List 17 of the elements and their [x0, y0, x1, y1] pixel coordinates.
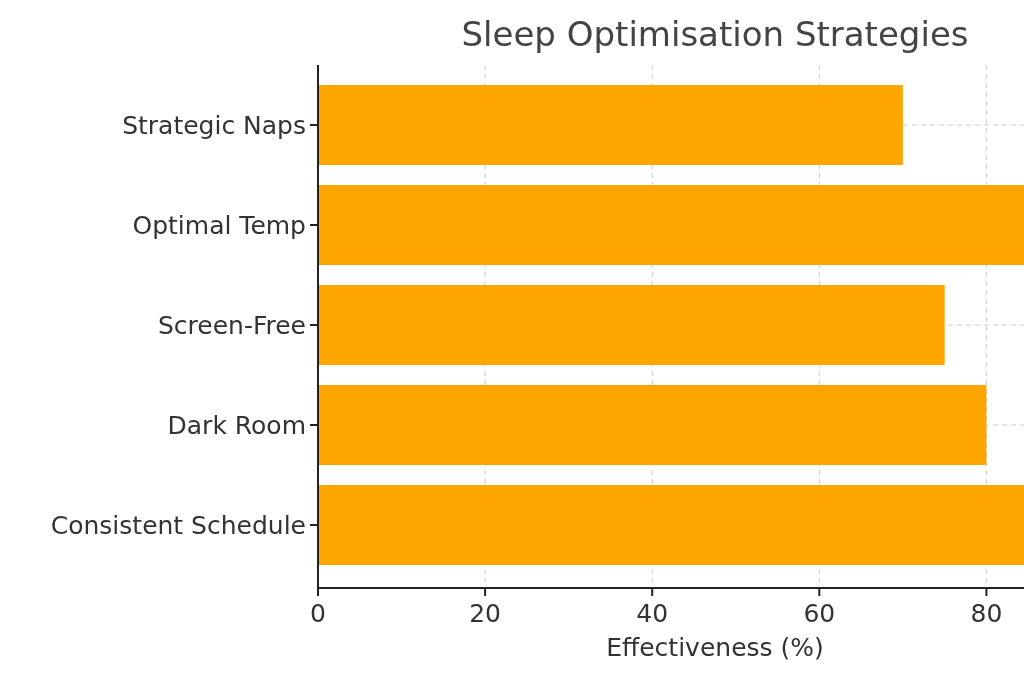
bar: [318, 285, 945, 365]
bar: [318, 385, 987, 465]
bar: [318, 485, 1024, 565]
chart-title: Sleep Optimisation Strategies: [461, 14, 969, 54]
x-tick-label: 60: [803, 599, 836, 628]
y-tick-label: Screen-Free: [157, 310, 306, 340]
y-tick-label: Strategic Naps: [122, 110, 306, 140]
y-tick-label: Consistent Schedule: [50, 510, 306, 540]
bar: [318, 85, 903, 165]
x-tick-label: 40: [636, 599, 669, 628]
y-tick-label: Dark Room: [167, 410, 306, 440]
x-tick-label: 0: [310, 599, 326, 628]
y-tick-label: Optimal Temp: [132, 210, 306, 240]
x-tick-label: 80: [970, 599, 1003, 628]
x-axis-title: Effectiveness (%): [606, 633, 824, 662]
bar: [318, 185, 1024, 265]
x-tick-label: 20: [469, 599, 502, 628]
